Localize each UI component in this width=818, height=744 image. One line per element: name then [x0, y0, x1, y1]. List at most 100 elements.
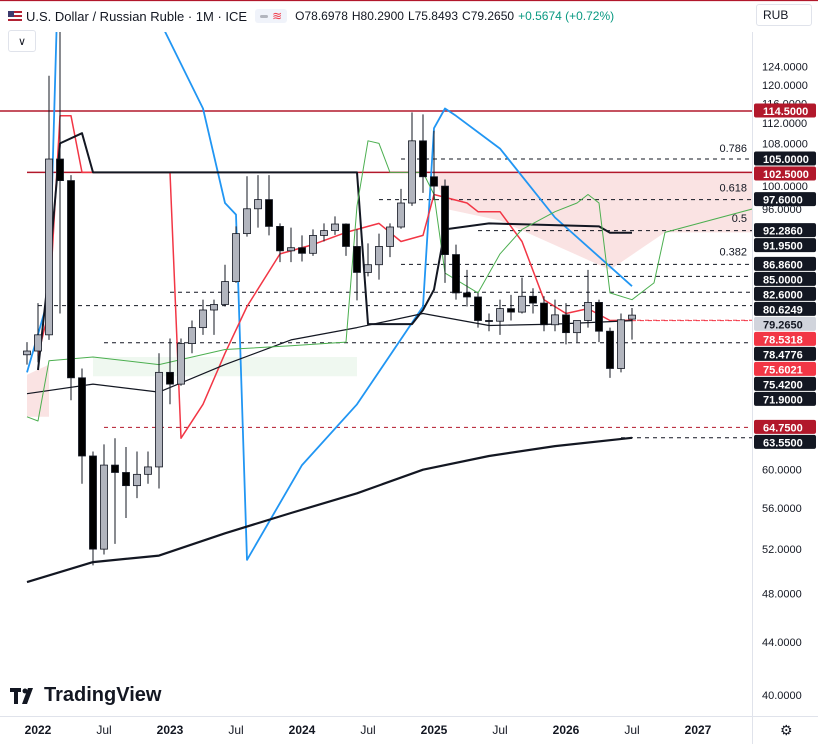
price-label-16: 64.7500: [763, 422, 803, 434]
candle-body-34: [397, 202, 405, 228]
low-label: L: [407, 9, 415, 23]
y-tick-label: 40.0000: [762, 690, 802, 702]
x-tick-label: Jul: [624, 723, 639, 737]
open-value: 78.6978: [304, 9, 348, 23]
open-label: O: [295, 9, 305, 23]
candle-body-36: [419, 140, 427, 178]
indicator-line-5: [26, 140, 752, 422]
candle-body-15: [188, 327, 196, 345]
x-tick-label: 2026: [553, 723, 580, 737]
candle-body-32: [375, 246, 383, 266]
price-label-7: 85.0000: [763, 274, 803, 286]
shaded-zone-1: [27, 364, 49, 417]
ohlc-low: L75.8493: [408, 9, 458, 23]
price-label-10: 79.2650: [763, 319, 803, 331]
price-label-13: 75.6021: [763, 364, 803, 376]
candle-body-27: [320, 230, 328, 236]
price-label-bg-4: [754, 223, 816, 238]
price-label-bg-0: [754, 103, 816, 118]
candle-body-14: [177, 343, 185, 385]
x-tick-label: Jul: [228, 723, 243, 737]
x-tick-label: 2024: [289, 723, 316, 737]
price-label-14: 75.4200: [763, 379, 803, 391]
price-label-bg-10: [754, 316, 816, 331]
ohlc-high: H80.2900: [352, 9, 404, 23]
candle-body-28: [331, 223, 339, 232]
minus-icon: [260, 14, 269, 18]
candle-body-17: [210, 304, 218, 311]
y-tick-label: 56.0000: [762, 503, 802, 515]
x-tick-label: Jul: [96, 723, 111, 737]
candle-body-29: [342, 223, 350, 247]
currency-selector[interactable]: RUB: [756, 4, 812, 26]
y-tick-label: 60.0000: [762, 465, 802, 477]
price-label-bg-11: [754, 331, 816, 346]
candle-body-22: [265, 199, 273, 227]
chevron-down-icon: ∨: [17, 35, 27, 48]
price-label-bg-9: [754, 301, 816, 316]
candle-body-33: [386, 226, 394, 247]
candle-body-26: [309, 235, 317, 254]
candle-body-18: [221, 281, 229, 305]
close-value: 79.2650: [470, 9, 515, 23]
candle-body-54: [617, 319, 625, 369]
price-label-9: 80.6249: [763, 304, 803, 316]
price-label-4: 92.2860: [763, 226, 803, 238]
tradingview-logo-icon: [10, 687, 33, 704]
price-label-15: 71.9000: [763, 394, 803, 406]
indicator-line-1: [37, 115, 633, 439]
us-flag-icon: [8, 11, 22, 21]
candle-body-51: [584, 302, 592, 321]
candle-body-20: [243, 208, 251, 235]
price-label-bg-12: [754, 346, 816, 361]
candle-body-9: [122, 472, 130, 487]
candle-body-12: [155, 371, 163, 468]
candle-body-45: [518, 295, 526, 313]
x-tick-label: Jul: [360, 723, 375, 737]
candle-body-43: [496, 308, 504, 322]
candle-body-38: [441, 185, 449, 255]
price-label-11: 78.5318: [763, 334, 803, 346]
symbol-title[interactable]: U.S. Dollar / Russian Ruble · 1M · ICE: [26, 8, 248, 24]
chart-header: U.S. Dollar / Russian Ruble · 1M · ICE ≋…: [0, 0, 752, 32]
price-label-17: 63.5500: [763, 437, 803, 449]
price-label-bg-17: [754, 434, 816, 449]
indicator-line-4: [26, 436, 633, 584]
candle-body-50: [573, 320, 581, 334]
candle-body-49: [562, 314, 570, 334]
candle-body-5: [78, 377, 86, 457]
x-tick-label: 2023: [157, 723, 184, 737]
tradingview-logo[interactable]: TradingView: [10, 684, 161, 707]
y-tick-label: 44.0000: [762, 637, 802, 649]
price-label-bg-3: [754, 192, 816, 207]
candle-body-4: [67, 180, 75, 379]
candle-body-8: [111, 464, 119, 473]
candle-body-13: [166, 371, 174, 385]
price-label-bg-5: [754, 238, 816, 253]
candle-body-24: [287, 247, 295, 252]
x-tick-label: 2025: [421, 723, 448, 737]
currency-label: RUB: [763, 8, 789, 22]
price-label-3: 97.6000: [763, 195, 803, 207]
candle-body-30: [353, 246, 361, 273]
x-tick-label: Jul: [492, 723, 507, 737]
candle-body-42: [485, 320, 493, 322]
price-label-8: 82.6000: [763, 289, 803, 301]
close-label: C: [462, 9, 471, 23]
settings-gear-icon[interactable]: ⚙: [780, 722, 793, 738]
candle-body-35: [408, 140, 416, 204]
candle-body-3: [56, 158, 64, 181]
price-label-bg-6: [754, 256, 816, 271]
candle-body-46: [529, 295, 537, 304]
price-label-bg-8: [754, 286, 816, 301]
candle-body-47: [540, 302, 548, 326]
collapse-legend-button[interactable]: ∨: [8, 30, 36, 52]
candle-body-2: [45, 158, 53, 336]
y-tick-label: 52.0000: [762, 544, 802, 556]
candle-body-1: [34, 334, 42, 352]
candle-body-11: [144, 466, 152, 475]
indicator-toggle[interactable]: ≋: [255, 9, 288, 23]
logo-text: TradingView: [44, 684, 162, 706]
indicator-line-2: [37, 132, 632, 371]
